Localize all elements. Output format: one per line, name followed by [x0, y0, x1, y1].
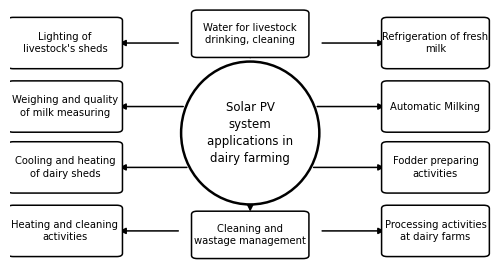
Text: Cooling and heating
of dairy sheds: Cooling and heating of dairy sheds	[14, 156, 116, 178]
Text: Refrigeration of fresh
milk: Refrigeration of fresh milk	[382, 32, 488, 54]
Text: Solar PV
system
applications in
dairy farming: Solar PV system applications in dairy fa…	[207, 101, 294, 165]
FancyBboxPatch shape	[192, 211, 309, 259]
Text: Cleaning and
wastage management: Cleaning and wastage management	[194, 224, 306, 246]
Text: Automatic Milking: Automatic Milking	[390, 102, 480, 111]
FancyBboxPatch shape	[8, 205, 122, 257]
FancyBboxPatch shape	[382, 17, 490, 69]
Text: Processing activities
at dairy farms: Processing activities at dairy farms	[384, 220, 486, 242]
FancyBboxPatch shape	[382, 142, 490, 193]
Text: Weighing and quality
of milk measuring: Weighing and quality of milk measuring	[12, 95, 118, 118]
FancyBboxPatch shape	[8, 142, 122, 193]
Ellipse shape	[181, 61, 320, 205]
Text: Lighting of
livestock's sheds: Lighting of livestock's sheds	[22, 32, 107, 54]
FancyBboxPatch shape	[8, 81, 122, 132]
Text: Heating and cleaning
activities: Heating and cleaning activities	[12, 220, 118, 242]
FancyBboxPatch shape	[192, 10, 309, 57]
FancyBboxPatch shape	[8, 17, 122, 69]
FancyBboxPatch shape	[382, 81, 490, 132]
Text: Water for livestock
drinking, cleaning: Water for livestock drinking, cleaning	[204, 23, 297, 45]
FancyBboxPatch shape	[382, 205, 490, 257]
Text: Fodder preparing
activities: Fodder preparing activities	[392, 156, 478, 178]
